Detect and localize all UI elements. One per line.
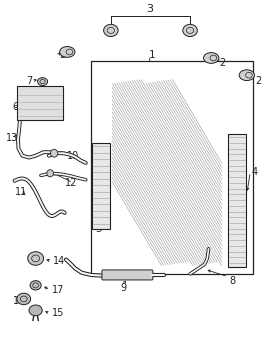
FancyBboxPatch shape (102, 270, 153, 280)
Bar (91, 61, 253, 274)
Text: 5: 5 (95, 224, 101, 234)
Text: 16: 16 (13, 296, 25, 306)
Bar (228, 134, 246, 267)
Text: 15: 15 (51, 308, 64, 318)
Bar (92, 143, 110, 229)
Text: 8: 8 (230, 276, 236, 286)
Text: 1: 1 (149, 50, 156, 61)
Ellipse shape (47, 170, 53, 177)
Text: 13: 13 (6, 133, 18, 143)
Ellipse shape (50, 149, 58, 157)
Text: 9: 9 (120, 283, 126, 293)
Text: 3: 3 (147, 4, 154, 14)
Ellipse shape (30, 281, 41, 290)
Text: 6: 6 (13, 102, 19, 112)
Text: 2: 2 (219, 58, 225, 68)
Ellipse shape (28, 252, 44, 265)
Text: 10: 10 (67, 151, 79, 161)
Ellipse shape (183, 24, 197, 37)
Text: 2: 2 (59, 50, 66, 61)
Text: 7: 7 (26, 76, 33, 86)
Text: 2: 2 (255, 76, 261, 86)
Bar (17, 86, 63, 120)
Ellipse shape (60, 47, 75, 57)
Ellipse shape (204, 53, 219, 63)
Ellipse shape (37, 78, 48, 86)
Ellipse shape (239, 70, 254, 81)
Text: 12: 12 (65, 178, 77, 188)
Text: 4: 4 (251, 167, 257, 177)
Ellipse shape (103, 24, 118, 37)
Text: 17: 17 (51, 285, 64, 295)
Text: 14: 14 (53, 256, 65, 266)
Text: 11: 11 (15, 187, 27, 197)
Ellipse shape (29, 305, 42, 316)
Ellipse shape (17, 293, 31, 305)
